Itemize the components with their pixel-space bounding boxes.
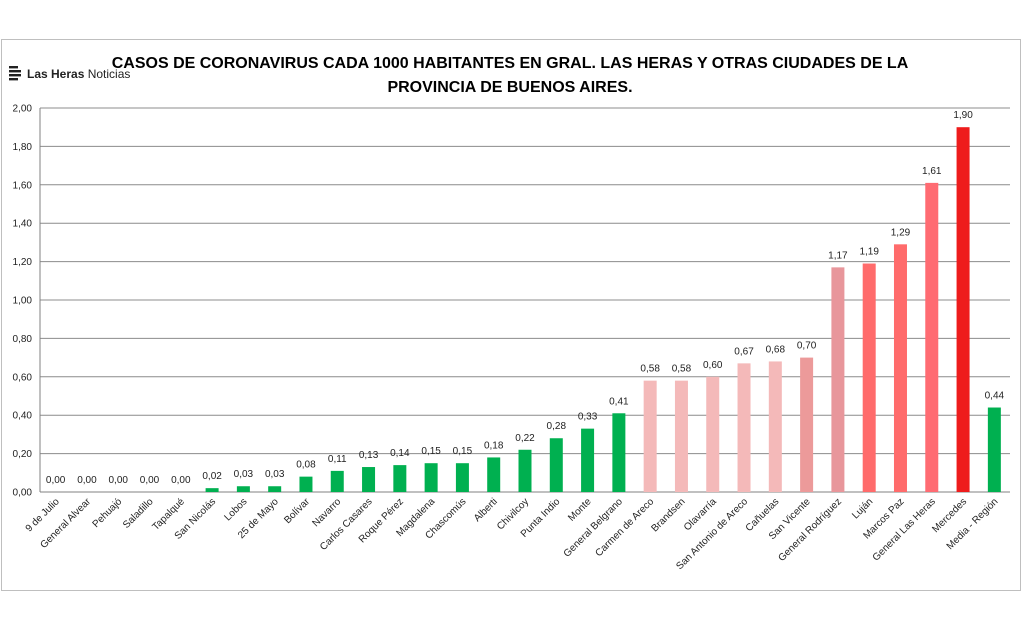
data-label: 0,28 <box>547 421 567 432</box>
bar <box>549 438 563 492</box>
y-axis-ticks: 0,00 0,20 0,40 0,60 0,80 1,00 1,20 1,40 1,60 1,80… <box>13 104 33 499</box>
data-label: 0,58 <box>640 364 660 375</box>
y-tick-label: 1,40 <box>13 219 33 230</box>
chart-title: CASOS DE CORONAVIRUS CADA 1000 HABITANTE… <box>110 52 910 100</box>
data-label: 0,08 <box>296 460 316 471</box>
data-label: 0,14 <box>390 448 410 459</box>
data-label: 1,17 <box>828 250 848 261</box>
data-label: 0,22 <box>515 433 535 444</box>
data-label: 0,11 <box>328 454 347 465</box>
bar <box>925 182 939 492</box>
y-tick-label: 1,80 <box>13 142 33 153</box>
bar <box>643 380 657 492</box>
logo-brand: Las Heras <box>27 67 85 81</box>
y-tick-label: 0,80 <box>13 334 33 345</box>
bar <box>236 486 250 492</box>
bar <box>674 380 688 492</box>
data-labels: 0,00 0,00 0,00 0,00 0,00 0,02 0,03 0,03 0,08 0,11… <box>46 110 1005 486</box>
chart-frame <box>1 39 1021 591</box>
category-label: Brandsen <box>650 496 688 534</box>
bar <box>330 470 344 492</box>
newspaper-icon <box>9 66 21 81</box>
category-label: Monte <box>566 496 594 524</box>
data-label: 0,02 <box>202 471 222 482</box>
data-label: 0,67 <box>734 346 754 357</box>
data-label: 0,70 <box>797 341 817 352</box>
bar <box>612 413 626 492</box>
bar <box>768 361 782 492</box>
category-label: Alberti <box>472 496 500 524</box>
y-tick-label: 0,20 <box>13 449 33 460</box>
data-label: 0,00 <box>171 475 191 486</box>
chart-title-line-1: CASOS DE CORONAVIRUS CADA 1000 HABITANTE… <box>111 55 909 72</box>
data-label: 0,58 <box>672 364 692 375</box>
bar <box>268 486 282 492</box>
data-label: 0,41 <box>609 396 629 407</box>
y-tick-label: 1,60 <box>13 180 33 191</box>
y-tick-label: 0,60 <box>13 372 33 383</box>
bar <box>987 407 1001 492</box>
bar <box>737 363 751 492</box>
data-label: 0,03 <box>265 469 285 480</box>
bar <box>424 463 438 492</box>
bar <box>831 267 845 492</box>
category-label: General Las Heras <box>871 496 938 563</box>
y-tick-label: 2,00 <box>13 104 33 115</box>
category-label: Pehuajó <box>91 496 125 530</box>
data-label: 0,60 <box>703 360 723 371</box>
bar <box>487 457 501 492</box>
data-label: 0,18 <box>484 440 504 451</box>
chart-title-line-2: PROVINCIA DE BUENOS AIRES. <box>387 79 633 96</box>
bar <box>800 357 814 492</box>
y-tick-label: 1,20 <box>13 257 33 268</box>
bar <box>362 467 376 492</box>
data-label: 0,13 <box>359 450 379 461</box>
data-label: 0,33 <box>578 412 598 423</box>
y-tick-label: 0,40 <box>13 411 33 422</box>
bar <box>455 463 469 492</box>
data-label: 0,00 <box>77 475 97 486</box>
data-label: 0,00 <box>46 475 66 486</box>
bars <box>205 127 1001 492</box>
data-label: 0,00 <box>140 475 160 486</box>
data-label: 0,15 <box>421 446 441 457</box>
data-label: 1,29 <box>891 227 911 238</box>
data-label: 1,90 <box>953 110 973 121</box>
bar <box>393 465 407 492</box>
data-label: 0,03 <box>234 469 254 480</box>
category-label: Luján <box>850 496 875 521</box>
data-label: 0,44 <box>985 391 1005 402</box>
bar <box>299 476 313 492</box>
category-label: Bolívar <box>282 496 312 526</box>
category-label: Carmen de Areco <box>593 496 656 559</box>
data-label: 1,19 <box>859 247 879 258</box>
data-label: 1,61 <box>922 166 942 177</box>
data-label: 0,00 <box>108 475 128 486</box>
data-label: 0,15 <box>453 446 473 457</box>
bar <box>518 449 532 492</box>
y-tick-label: 1,00 <box>13 296 33 307</box>
category-label: Lobos <box>222 496 249 523</box>
bar <box>706 376 720 492</box>
logo-suffix: Noticias <box>87 67 131 81</box>
data-label: 0,68 <box>766 344 786 355</box>
bar <box>205 488 219 492</box>
brand-logo: Las Heras Noticias <box>8 64 130 84</box>
bar <box>581 428 595 492</box>
y-tick-label: 0,00 <box>13 488 33 499</box>
bar <box>956 127 970 492</box>
bar <box>862 263 876 492</box>
logo-text: Las Heras Noticias <box>27 67 130 81</box>
bar <box>893 244 907 492</box>
